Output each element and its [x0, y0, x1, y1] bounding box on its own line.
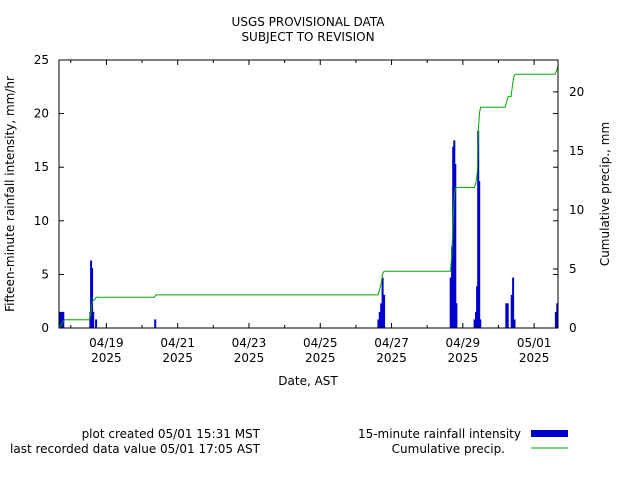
- intensity-bar-32: [556, 303, 559, 328]
- intensity-bar-15: [451, 246, 454, 328]
- x-tick-year-4: 2025: [376, 351, 407, 365]
- intensity-bar-13: [383, 294, 386, 328]
- y-tick-label-2: 10: [34, 214, 49, 228]
- y-tick-label-5: 25: [34, 53, 49, 67]
- intensity-bar-1: [60, 311, 63, 328]
- cumulative-line: [58, 65, 559, 329]
- intensity-bar-0: [59, 311, 62, 328]
- y2-tick-label-3: 15: [569, 144, 584, 158]
- intensity-bar-10: [378, 311, 381, 328]
- y2-tick-label-1: 5: [569, 262, 577, 276]
- y2-axis-label: Cumulative precip., mm: [598, 122, 612, 266]
- x-tick-label-4: 04/27: [374, 336, 409, 350]
- plot-created-note: plot created 05/01 15:31 MST: [82, 427, 261, 441]
- legend: 15-minute rainfall intensity Cumulative …: [358, 427, 568, 456]
- y2-tick-label-0: 0: [569, 321, 577, 335]
- y2-tick-label-2: 10: [569, 203, 584, 217]
- intensity-bar-9: [377, 319, 380, 328]
- legend-swatch-intensity: [531, 430, 568, 437]
- intensity-bar-6: [92, 311, 95, 328]
- x-tick-label-2: 04/23: [232, 336, 267, 350]
- chart-title-line-2: SUBJECT TO REVISION: [241, 30, 374, 44]
- y-tick-label-0: 0: [41, 321, 49, 335]
- x-tick-year-1: 2025: [162, 351, 193, 365]
- intensity-bar-20: [473, 319, 476, 328]
- y-tick-label-1: 5: [41, 267, 49, 281]
- x-axis-label: Date, AST: [278, 374, 338, 388]
- intensity-bar-25: [479, 319, 482, 328]
- intensity-bar-30: [513, 319, 516, 328]
- intensity-bar-11: [380, 303, 383, 328]
- x-tick-label-3: 04/25: [303, 336, 338, 350]
- x-tick-year-3: 2025: [305, 351, 336, 365]
- x-tick-label-5: 04/29: [446, 336, 481, 350]
- intensity-bar-24: [478, 181, 481, 328]
- y-axis-ticks: 0 5 10 15 20 25: [34, 53, 558, 335]
- y2-axis-ticks: 0 5 10 15 20: [553, 85, 584, 335]
- intensity-bar-31: [554, 311, 557, 328]
- intensity-bar-12: [381, 277, 384, 328]
- intensity-bar-16: [452, 146, 455, 328]
- intensity-bar-27: [506, 303, 509, 328]
- intensity-bar-18: [454, 164, 457, 328]
- x-tick-year-5: 2025: [448, 351, 479, 365]
- intensity-bar-5: [91, 268, 94, 328]
- intensity-bars: [59, 130, 559, 328]
- legend-label-cumulative: Cumulative precip.: [392, 442, 505, 456]
- y-tick-label-4: 20: [34, 107, 49, 121]
- intensity-bar-19: [455, 303, 458, 328]
- intensity-bar-29: [512, 277, 515, 328]
- y-tick-label-3: 15: [34, 160, 49, 174]
- x-tick-year-2: 2025: [234, 351, 265, 365]
- y-axis-label: Fifteen-minute rainfall intensity, mm/hr: [3, 76, 17, 312]
- intensity-bar-22: [476, 286, 479, 328]
- intensity-bar-14: [449, 277, 452, 328]
- intensity-bar-7: [95, 319, 98, 328]
- chart-title-line-1: USGS PROVISIONAL DATA: [232, 15, 386, 29]
- last-value-note: last recorded data value 05/01 17:05 AST: [10, 442, 261, 456]
- y2-tick-label-4: 20: [569, 85, 584, 99]
- x-axis-ticks: 04/19202504/21202504/23202504/25202504/2…: [70, 60, 552, 365]
- x-tick-label-6: 05/01: [517, 336, 552, 350]
- plot-frame: [58, 59, 559, 329]
- intensity-bar-8: [154, 319, 157, 328]
- intensity-bar-28: [510, 294, 513, 328]
- x-tick-label-1: 04/21: [160, 336, 195, 350]
- x-tick-year-6: 2025: [519, 351, 550, 365]
- intensity-bar-21: [475, 311, 477, 328]
- intensity-bar-2: [62, 311, 65, 328]
- x-tick-year-0: 2025: [91, 351, 122, 365]
- intensity-bar-26: [505, 303, 508, 328]
- legend-label-intensity: 15-minute rainfall intensity: [358, 427, 521, 441]
- x-tick-label-0: 04/19: [89, 336, 124, 350]
